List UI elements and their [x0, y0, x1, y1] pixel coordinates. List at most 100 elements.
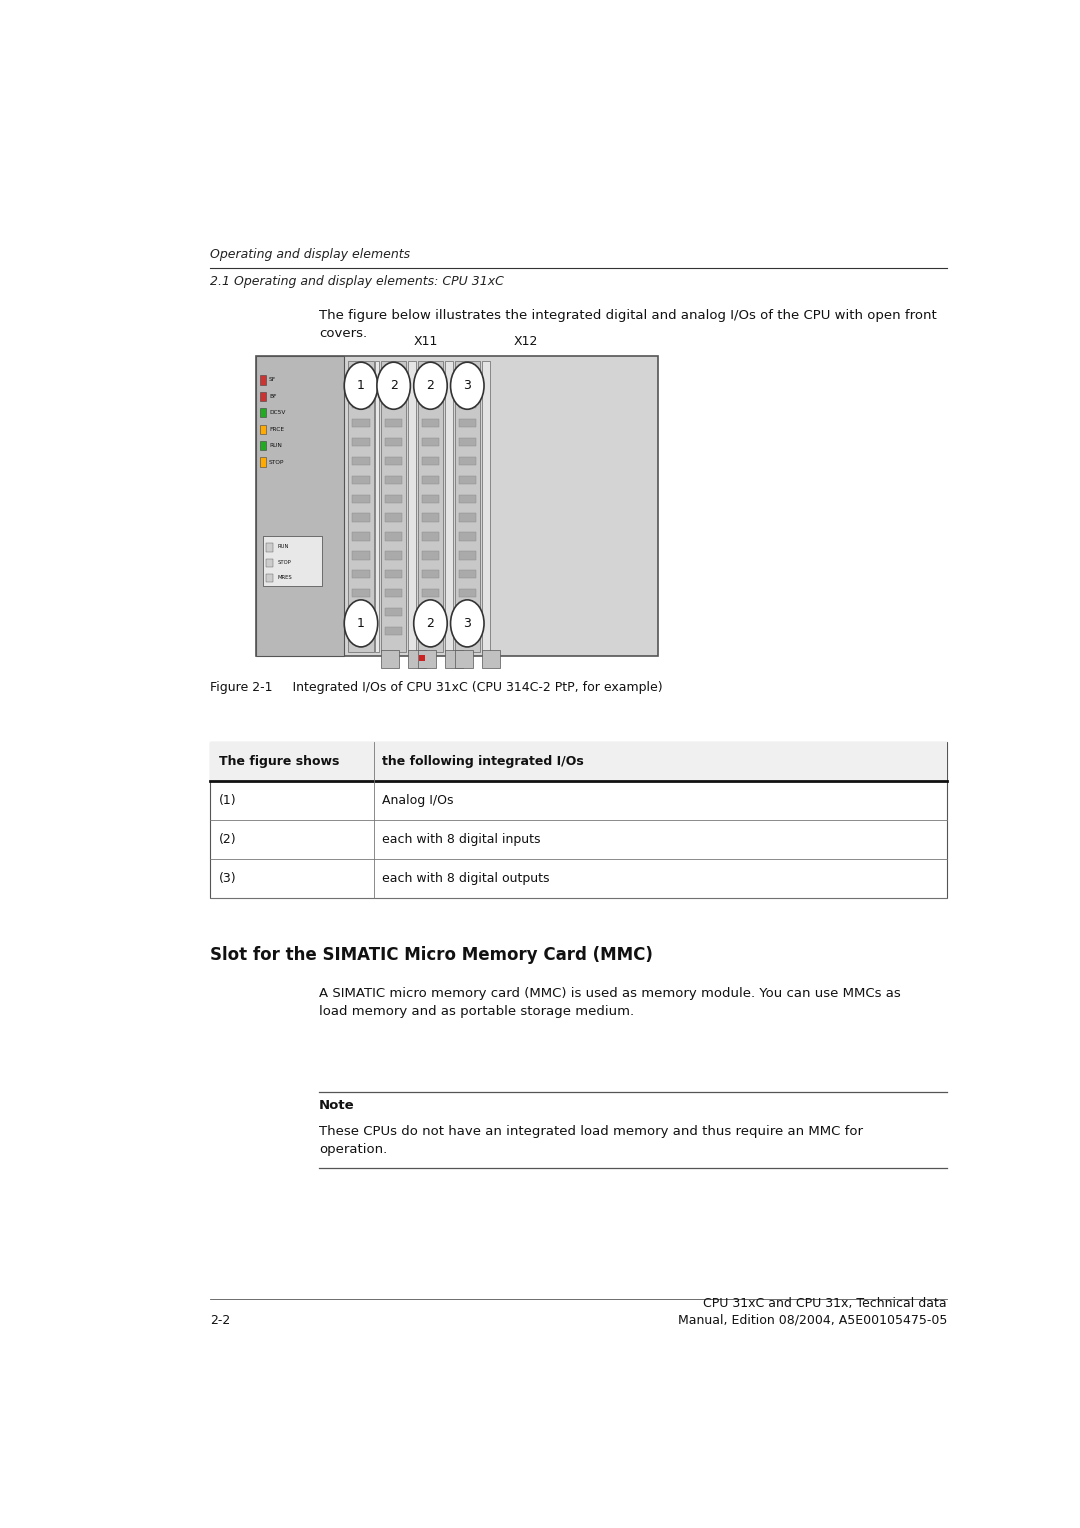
- Text: 2: 2: [427, 379, 434, 393]
- Text: Analog I/Os: Analog I/Os: [382, 795, 454, 807]
- Circle shape: [414, 601, 447, 646]
- Bar: [459, 380, 476, 390]
- Bar: [259, 425, 266, 434]
- Text: (2): (2): [218, 833, 237, 847]
- Bar: [352, 380, 369, 390]
- Text: BF: BF: [269, 394, 276, 399]
- Bar: [352, 608, 369, 616]
- Bar: [384, 590, 403, 597]
- Bar: [459, 400, 476, 408]
- Bar: [352, 626, 369, 636]
- Text: each with 8 digital inputs: each with 8 digital inputs: [382, 833, 540, 847]
- Bar: [384, 475, 403, 484]
- Bar: [455, 361, 480, 651]
- Bar: [384, 439, 403, 446]
- Bar: [421, 608, 440, 616]
- Bar: [459, 475, 476, 484]
- Bar: [259, 391, 266, 400]
- Text: X11: X11: [414, 335, 438, 348]
- Bar: [459, 532, 476, 541]
- Bar: [384, 552, 403, 559]
- Bar: [384, 532, 403, 541]
- Bar: [384, 570, 403, 579]
- Bar: [455, 651, 473, 668]
- Bar: [352, 457, 369, 465]
- Bar: [421, 513, 440, 521]
- Text: 2-2: 2-2: [211, 1314, 231, 1326]
- Text: 2: 2: [427, 617, 434, 630]
- Bar: [264, 536, 322, 585]
- Bar: [384, 495, 403, 503]
- Text: STOP: STOP: [278, 559, 291, 565]
- Bar: [459, 513, 476, 521]
- Bar: [259, 457, 266, 468]
- Bar: [352, 570, 369, 579]
- Text: RUN: RUN: [269, 443, 282, 448]
- Bar: [421, 419, 440, 428]
- Bar: [266, 544, 273, 552]
- Bar: [266, 575, 273, 582]
- Bar: [408, 651, 427, 668]
- Text: Note: Note: [320, 1099, 354, 1112]
- Bar: [418, 361, 443, 651]
- Bar: [352, 513, 369, 521]
- Bar: [445, 361, 454, 651]
- Text: 1: 1: [357, 617, 365, 630]
- Bar: [421, 457, 440, 465]
- Bar: [459, 552, 476, 559]
- Circle shape: [450, 601, 484, 646]
- Bar: [352, 495, 369, 503]
- Bar: [259, 408, 266, 417]
- Bar: [384, 513, 403, 521]
- Bar: [459, 570, 476, 579]
- Bar: [259, 442, 266, 451]
- Bar: [421, 552, 440, 559]
- Text: 2.1 Operating and display elements: CPU 31xC: 2.1 Operating and display elements: CPU …: [211, 275, 504, 289]
- Text: Figure 2-1     Integrated I/Os of CPU 31xC (CPU 314C-2 PtP, for example): Figure 2-1 Integrated I/Os of CPU 31xC (…: [211, 681, 663, 694]
- Bar: [421, 380, 440, 390]
- Bar: [384, 380, 403, 390]
- Text: The figure below illustrates the integrated digital and analog I/Os of the CPU w: The figure below illustrates the integra…: [320, 309, 936, 341]
- Text: each with 8 digital outputs: each with 8 digital outputs: [382, 871, 550, 885]
- Bar: [459, 626, 476, 636]
- Bar: [419, 656, 424, 662]
- Text: FRCE: FRCE: [269, 426, 284, 432]
- Bar: [421, 532, 440, 541]
- Text: DC5V: DC5V: [269, 411, 285, 416]
- Text: 3: 3: [463, 379, 471, 393]
- Bar: [418, 651, 436, 668]
- Text: 2: 2: [390, 379, 397, 393]
- Bar: [482, 651, 500, 668]
- Bar: [421, 475, 440, 484]
- Bar: [459, 590, 476, 597]
- Text: SF: SF: [269, 377, 276, 382]
- Circle shape: [414, 362, 447, 410]
- Bar: [459, 495, 476, 503]
- Text: 3: 3: [463, 617, 471, 630]
- Circle shape: [377, 362, 410, 410]
- Text: These CPUs do not have an integrated load memory and thus require an MMC for
ope: These CPUs do not have an integrated loa…: [320, 1125, 863, 1155]
- Text: Slot for the SIMATIC Micro Memory Card (MMC): Slot for the SIMATIC Micro Memory Card (…: [211, 946, 653, 964]
- Text: MRES: MRES: [278, 575, 292, 581]
- Bar: [445, 651, 463, 668]
- Circle shape: [345, 362, 378, 410]
- Bar: [256, 356, 345, 657]
- Bar: [352, 552, 369, 559]
- Bar: [352, 590, 369, 597]
- Bar: [211, 743, 947, 781]
- Bar: [408, 361, 416, 651]
- Bar: [421, 626, 440, 636]
- Bar: [421, 570, 440, 579]
- Bar: [459, 457, 476, 465]
- Bar: [259, 376, 266, 385]
- Bar: [384, 400, 403, 408]
- Text: Operating and display elements: Operating and display elements: [211, 248, 410, 261]
- Text: STOP: STOP: [269, 460, 284, 465]
- Text: 1: 1: [357, 379, 365, 393]
- Text: X12: X12: [514, 335, 538, 348]
- Bar: [349, 361, 374, 651]
- Bar: [384, 419, 403, 428]
- Bar: [421, 400, 440, 408]
- Bar: [459, 419, 476, 428]
- Bar: [384, 457, 403, 465]
